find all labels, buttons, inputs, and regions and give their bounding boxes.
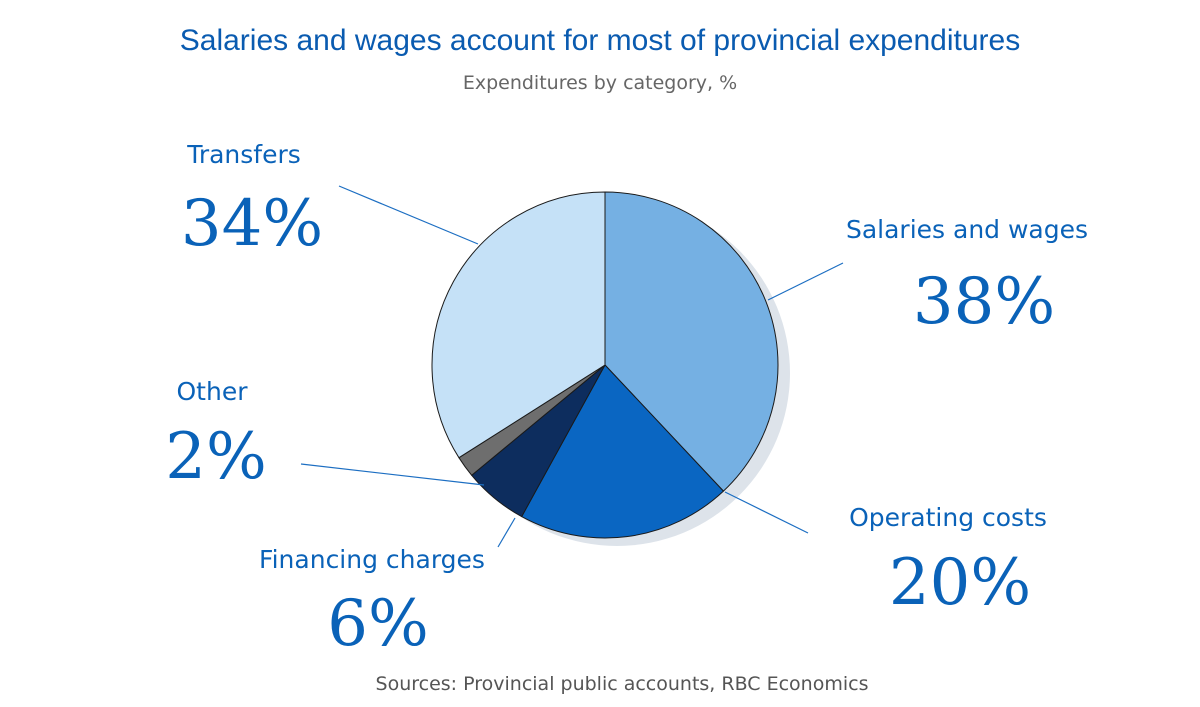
slice-value-label: 34%	[181, 187, 323, 261]
chart-subtitle: Expenditures by category, %	[462, 72, 738, 94]
slice-category-label: Operating costs	[849, 503, 1047, 532]
pie-slice-salaries-and-wages	[604, 191, 779, 492]
leader-line	[767, 262, 844, 301]
slice-value-label: 38%	[913, 265, 1055, 339]
pie-slice-operating-costs	[521, 364, 724, 539]
chart-source: Sources: Provincial public accounts, RBC…	[375, 673, 869, 695]
leader-line	[724, 491, 809, 534]
slice-value-label: 6%	[327, 587, 429, 661]
slice-category-label: Transfers	[186, 140, 301, 169]
slice-value-label: 2%	[165, 420, 267, 494]
slice-category-label: Financing charges	[259, 545, 485, 574]
slice-value-label: 20%	[889, 546, 1031, 620]
leader-line	[338, 185, 479, 245]
chart-title: Salaries and wages account for most of p…	[179, 24, 1021, 57]
slice-category-label: Other	[177, 377, 249, 406]
leader-line	[497, 517, 516, 548]
leader-line	[300, 463, 485, 486]
pie-slice-transfers	[431, 191, 606, 459]
slice-category-label: Salaries and wages	[846, 215, 1088, 244]
